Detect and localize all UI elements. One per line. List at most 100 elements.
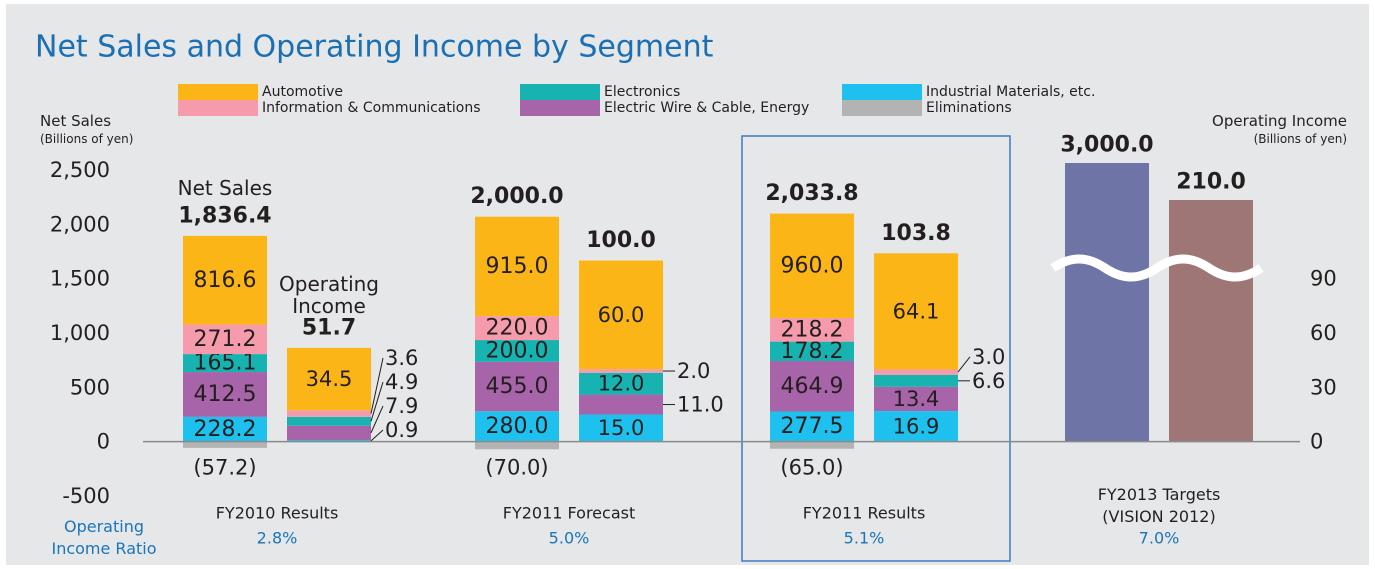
segment-label: 464.9 <box>781 374 844 399</box>
bar-segment <box>770 341 854 361</box>
segment-label: 220.0 <box>486 316 549 341</box>
legend-label: Eliminations <box>926 100 1012 116</box>
bar-segment <box>287 440 371 442</box>
bar-segment <box>183 354 267 373</box>
total-label: 210.0 <box>1176 170 1246 195</box>
bar-segment <box>874 386 958 412</box>
segment-label: (70.0) <box>485 456 548 480</box>
total-label: 100.0 <box>586 228 656 253</box>
total-label: 2,033.8 <box>765 181 858 206</box>
legend-label: Industrial Materials, etc. <box>926 84 1095 100</box>
total-label: 51.7 <box>302 315 356 340</box>
legend-label: Automotive <box>262 84 343 100</box>
segment-label: 178.2 <box>781 339 844 364</box>
ratio-label: 5.0% <box>549 529 590 548</box>
legend-swatch <box>520 84 600 100</box>
target-bar <box>1169 200 1253 442</box>
ratio-label: 2.8% <box>257 529 298 548</box>
segment-label: 960.0 <box>781 253 844 278</box>
category-label: FY2011 Results <box>803 504 926 523</box>
y2-axis-unit: (Billions of yen) <box>1254 132 1347 146</box>
bar-segment <box>475 316 559 341</box>
y-axis-unit: (Billions of yen) <box>40 132 133 146</box>
leader-line <box>370 429 384 442</box>
bar-segment <box>770 317 854 342</box>
y2-axis-label: Operating Income <box>1212 112 1347 130</box>
bar-segment <box>287 416 371 426</box>
bar-segment <box>579 414 663 442</box>
axis-break <box>1050 254 1264 282</box>
segment-label: (65.0) <box>780 456 843 480</box>
bar-segment <box>287 347 371 411</box>
y2-tick-label: 0 <box>1310 430 1323 454</box>
legend-label: Electric Wire & Cable, Energy <box>604 100 809 116</box>
segment-label: 15.0 <box>598 416 645 440</box>
total-label: 3,000.0 <box>1060 133 1153 158</box>
bar-segment <box>874 411 958 442</box>
legend-label: Electronics <box>604 84 680 100</box>
segment-label: 13.4 <box>893 387 940 411</box>
bar-segment <box>579 372 663 395</box>
legend-swatch <box>520 100 600 116</box>
segment-label: 7.9 <box>385 394 418 418</box>
bar-segment <box>579 369 663 373</box>
legend-label: Information & Communications <box>262 100 481 116</box>
segment-label: 915.0 <box>486 254 549 279</box>
segment-label: 271.2 <box>194 327 257 352</box>
y2-tick-label: 60 <box>1310 321 1337 345</box>
ratio-label: 7.0% <box>1139 529 1180 548</box>
bar-segment <box>287 410 371 417</box>
annotation: Operating Income <box>279 272 379 318</box>
segment-label: 455.0 <box>486 374 549 399</box>
segment-label: 218.2 <box>781 317 844 342</box>
bar-segment <box>183 416 267 442</box>
leader-line <box>957 356 971 373</box>
segment-label: 165.1 <box>194 351 257 376</box>
segment-label: 16.9 <box>893 414 940 438</box>
highlight-box <box>741 135 1011 562</box>
bar-segment <box>874 374 958 387</box>
bar-segment <box>183 324 267 355</box>
legend-swatch <box>178 84 258 100</box>
segment-label: 11.0 <box>677 393 724 417</box>
y-tick-label: 0 <box>97 430 110 454</box>
segment-label: (57.2) <box>193 456 256 480</box>
y-axis-label: Net Sales <box>40 112 111 130</box>
bar-segment <box>475 441 559 450</box>
y2-tick-label: 90 <box>1310 267 1337 291</box>
segment-label: 64.1 <box>893 299 940 323</box>
bar-segment <box>475 411 559 442</box>
ratio-title: Operating Income Ratio <box>51 517 156 558</box>
segment-label: 34.5 <box>306 367 353 391</box>
bar-segment <box>287 425 371 441</box>
total-label: 2,000.0 <box>470 184 563 209</box>
segment-label: 3.6 <box>385 346 418 370</box>
bar-segment <box>579 260 663 370</box>
segment-label: 277.5 <box>781 414 844 439</box>
leader-line <box>370 405 384 434</box>
y-tick-label: 500 <box>70 375 110 399</box>
segment-label: 60.0 <box>598 303 645 327</box>
legend-swatch <box>842 84 922 100</box>
bar-segment <box>770 441 854 449</box>
segment-label: 4.9 <box>385 370 418 394</box>
segment-label: 200.0 <box>486 338 549 363</box>
segment-label: 816.6 <box>194 268 257 293</box>
y-tick-label: 2,500 <box>50 158 110 182</box>
total-label: 1,836.4 <box>178 203 271 228</box>
y-tick-label: 1,000 <box>50 321 110 345</box>
bar-segment <box>874 369 958 375</box>
bar-segment <box>183 235 267 325</box>
total-label: 103.8 <box>881 221 951 246</box>
segment-label: 3.0 <box>972 345 1005 369</box>
segment-label: 2.0 <box>677 359 710 383</box>
legend-swatch <box>178 100 258 116</box>
bar-segment <box>770 360 854 412</box>
bar-segment <box>770 213 854 318</box>
y-tick-label: 1,500 <box>50 267 110 291</box>
bar-segment <box>475 340 559 362</box>
category-label: FY2010 Results <box>216 504 339 523</box>
category-label: FY2011 Forecast <box>503 504 635 523</box>
legend-swatch <box>842 100 922 116</box>
